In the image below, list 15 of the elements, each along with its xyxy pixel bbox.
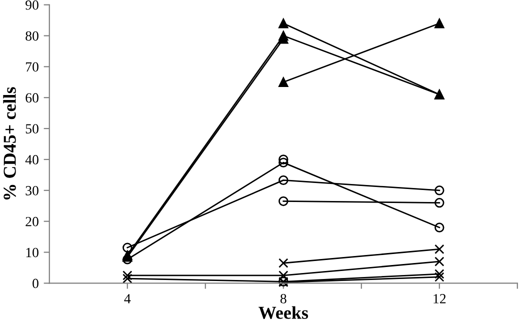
y-tick-label: 80: [26, 31, 38, 41]
x-tick-label: 12: [434, 294, 446, 304]
y-tick-label: 70: [26, 62, 38, 72]
y-tick-label: 0: [32, 278, 38, 288]
y-tick-label: 60: [26, 93, 38, 103]
y-tick-label: 30: [26, 186, 38, 196]
y-tick-label: 10: [26, 248, 38, 258]
y-tick-label: 40: [25, 155, 38, 164]
y-tick-label: 90: [26, 0, 38, 10]
x-tick-label: 8: [280, 294, 286, 304]
y-tick-label: 20: [26, 216, 38, 226]
y-tick-label: 50: [26, 124, 38, 134]
x-axis-title: Weeks: [258, 306, 308, 320]
x-tick-label: 4: [124, 294, 131, 304]
y-axis-title: % CD45+ cells: [3, 87, 16, 200]
